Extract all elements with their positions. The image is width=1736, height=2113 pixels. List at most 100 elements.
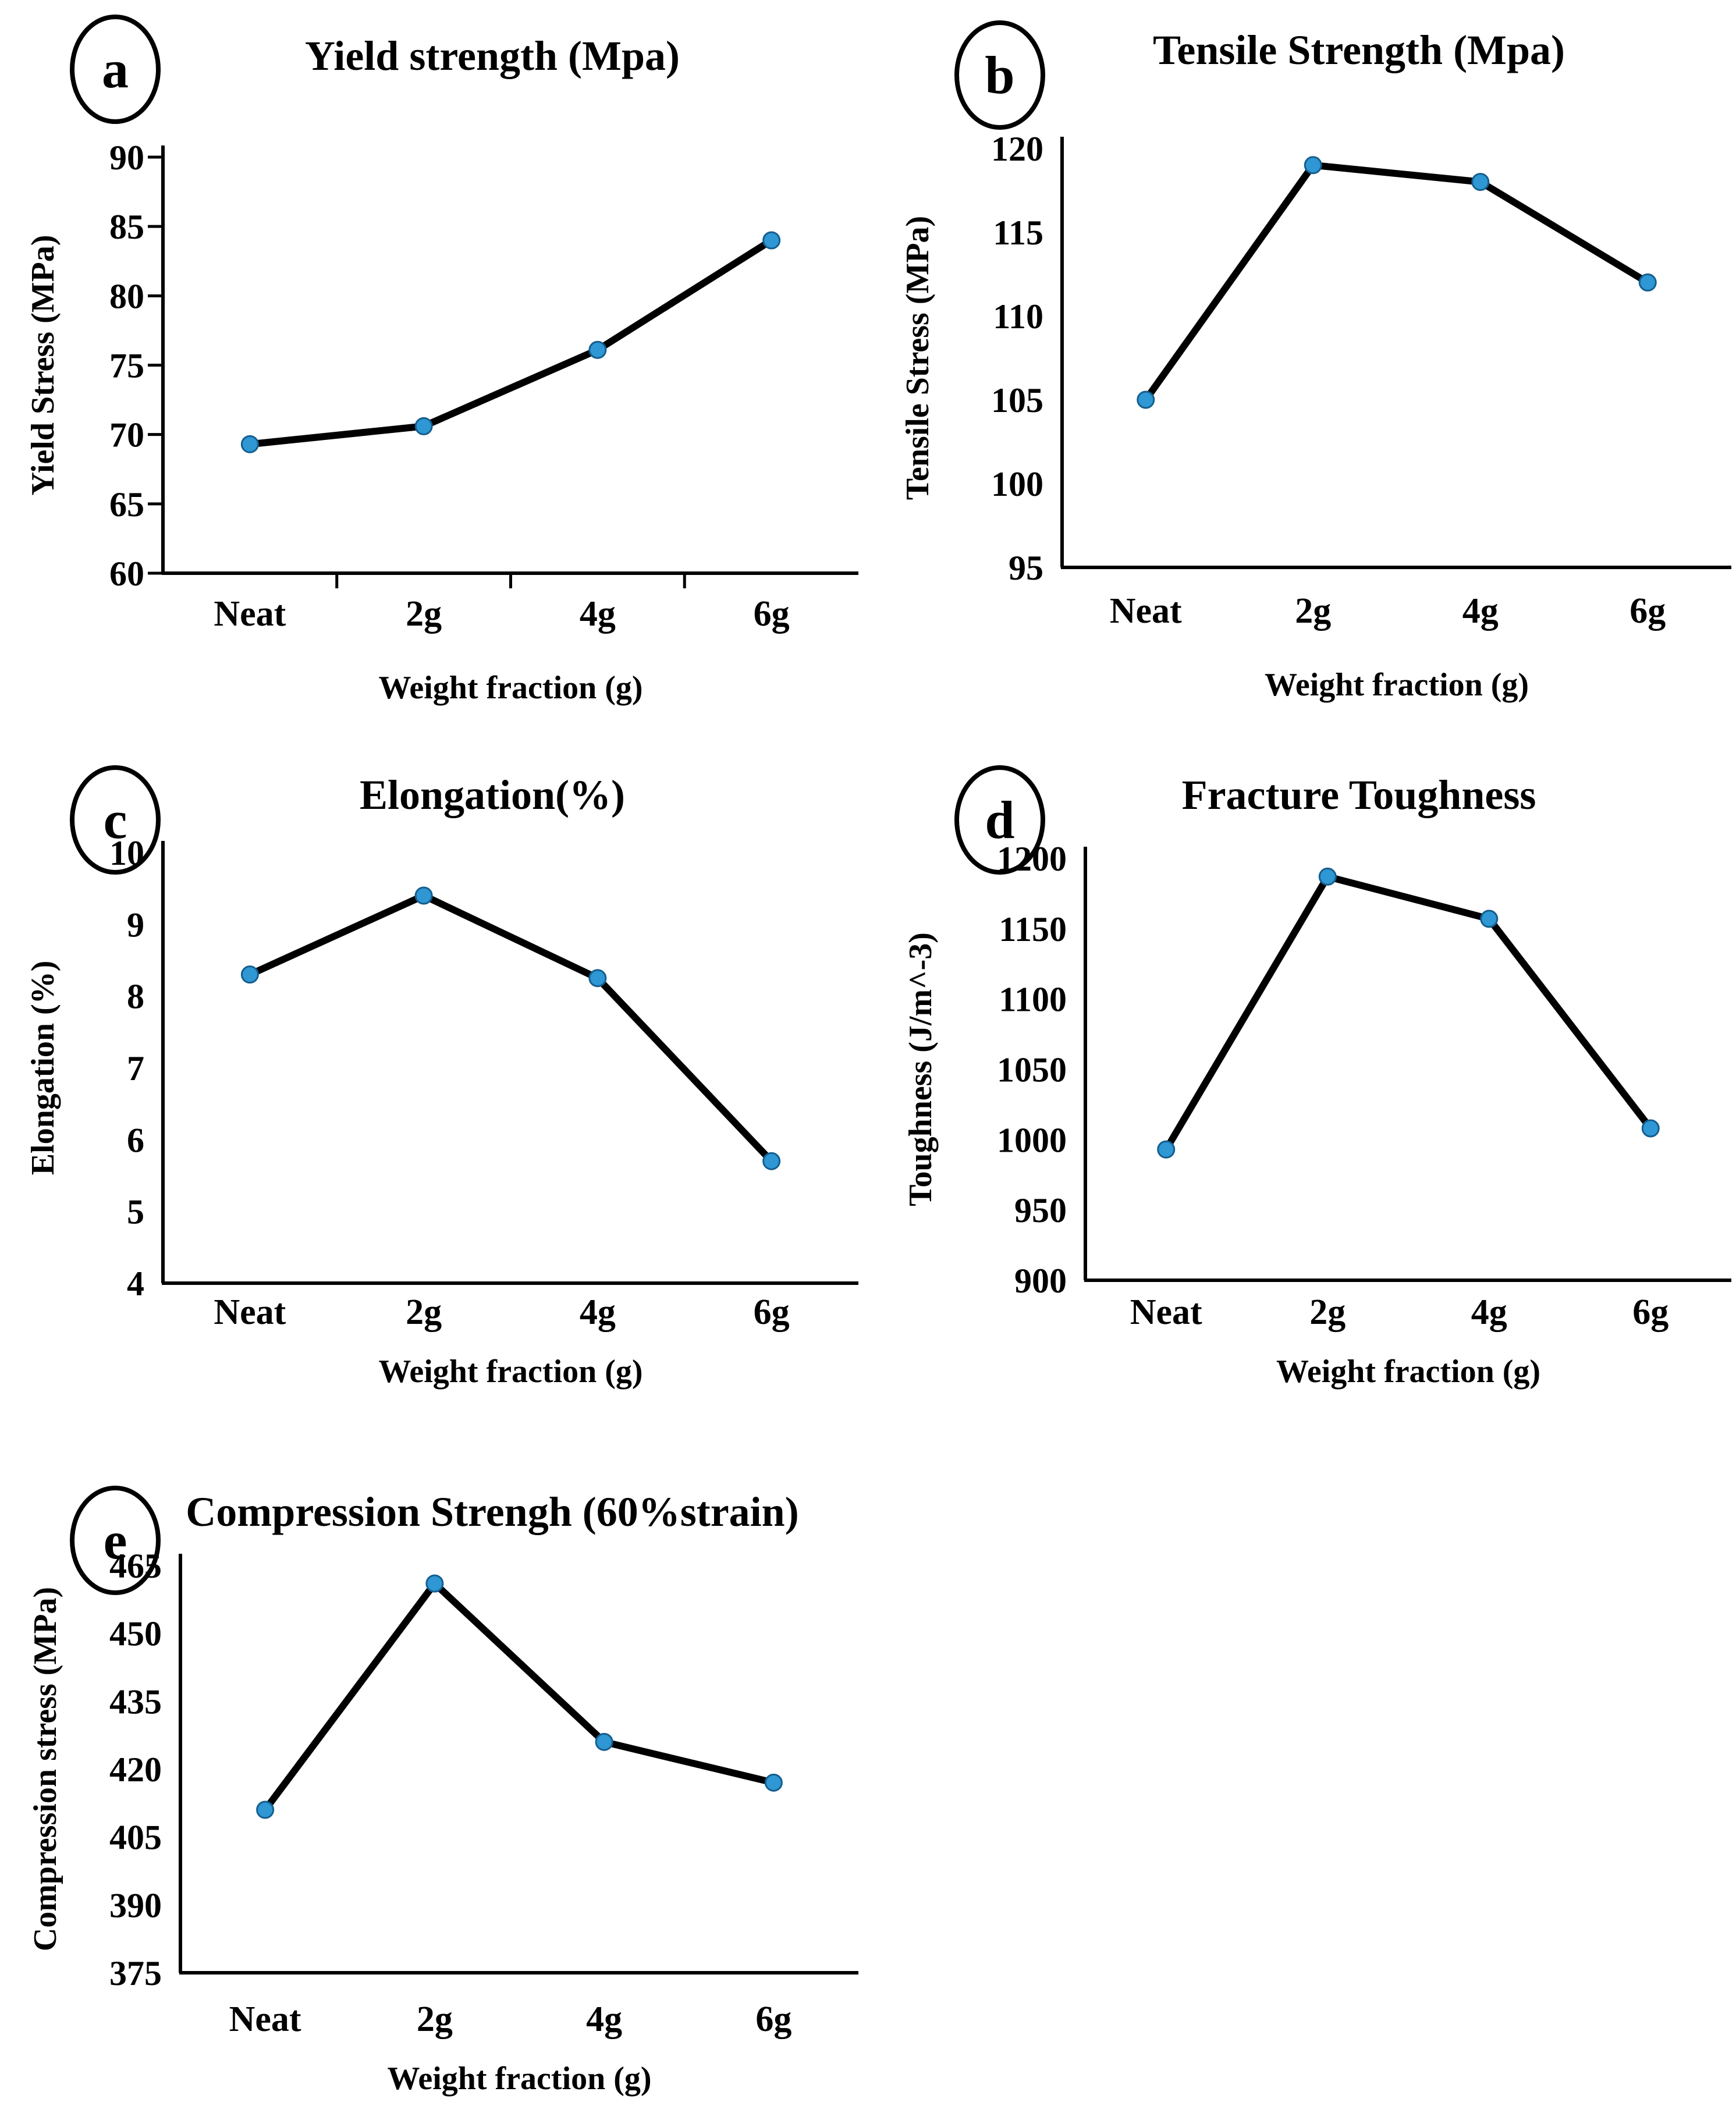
badge-letter: e — [103, 1511, 127, 1570]
x-category-label: 4g — [1471, 1292, 1507, 1332]
y-tick-label: 80 — [109, 277, 144, 315]
data-point — [764, 1773, 783, 1792]
y-tick-label: 110 — [993, 297, 1043, 336]
y-tick-label: 115 — [993, 214, 1043, 252]
y-tick-label: 1100 — [999, 981, 1067, 1019]
x-category-label: 6g — [754, 1292, 790, 1332]
badge-letter: c — [103, 790, 127, 850]
x-category-label: Neat — [1130, 1292, 1202, 1332]
panel-badge-b: b — [954, 20, 1045, 130]
series-line — [261, 1580, 778, 1813]
y-tick-label: 85 — [109, 208, 144, 246]
y-axis-title: Yield Stress (MPa) — [25, 235, 61, 496]
chart-c: 4 5 6 7 8 9 10 Neat 2g 4g 6g Weight fraction (g) Elo… — [25, 834, 858, 1390]
series-line — [246, 892, 775, 1165]
y-tick-label: 1200 — [997, 840, 1067, 878]
y-tick-label: 420 — [109, 1750, 162, 1789]
data-point — [588, 969, 607, 988]
data-point — [414, 886, 433, 905]
y-tick-label: 405 — [109, 1819, 162, 1857]
y-tick-label: 9 — [127, 905, 144, 944]
x-category-label: 4g — [580, 594, 616, 634]
panel-b: b Tensile Strength (Mpa) 95 100 105 110 115 1… — [887, 0, 1736, 739]
chart-e: 375 390 405 420 435 450 465 Neat 2g 4g 6g Weight fr… — [27, 1547, 858, 2097]
y-tick-label: 8 — [127, 978, 144, 1016]
chart-b: 95 100 105 110 115 120 Neat 2g 4g 6g Weight fracti… — [900, 130, 1731, 703]
chart-title-e: Compression Strengh (60%strain) — [186, 1489, 799, 1535]
y-tick-label: 390 — [109, 1886, 162, 1924]
x-axis-title: Weight fraction (g) — [1265, 667, 1529, 703]
data-point — [240, 435, 259, 453]
y-tick-label: 450 — [109, 1615, 162, 1653]
data-point — [762, 231, 781, 250]
y-tick-label: 105 — [991, 381, 1043, 420]
x-category-label: Neat — [214, 1292, 286, 1332]
x-category-label: 4g — [586, 2000, 622, 2039]
chart-title-a: Yield strength (Mpa) — [305, 33, 680, 79]
badge-letter: d — [985, 790, 1015, 850]
x-category-label: Neat — [229, 2000, 301, 2039]
panel-d: d Fracture Toughness 900 950 1000 1050 1100 1… — [887, 748, 1736, 1475]
series-line — [1142, 161, 1652, 403]
x-axis-title: Weight fraction (g) — [387, 2061, 651, 2097]
y-tick-label: 5 — [127, 1193, 144, 1231]
y-tick-label: 10 — [109, 834, 144, 872]
x-category-label: 4g — [1462, 591, 1499, 631]
y-axis-title: Elongation (%) — [25, 961, 61, 1176]
series-line — [246, 237, 775, 448]
y-tick-label: 1050 — [997, 1051, 1067, 1089]
data-point — [1471, 173, 1490, 191]
chart-a: 60 65 70 75 80 85 90 Neat 2g 4g 6g Weight fraction … — [25, 139, 858, 706]
data-point — [1157, 1140, 1176, 1159]
x-axis-title: Weight fraction (g) — [1276, 1354, 1540, 1390]
y-axis-title: Tensile Stress (MPa) — [900, 216, 936, 500]
y-tick-label: 70 — [109, 416, 144, 454]
y-tick-label: 4 — [127, 1265, 144, 1303]
badge-letter: b — [985, 45, 1015, 105]
data-point — [425, 1574, 444, 1593]
chart-d: 900 950 1000 1050 1100 1150 1200 Neat 2g 4g 6g Weig… — [903, 840, 1731, 1390]
y-axis-title: Toughness (J/m^-3) — [903, 932, 939, 1206]
panel-badge-a: a — [70, 15, 161, 124]
y-tick-label: 465 — [109, 1547, 162, 1585]
y-tick-label: 60 — [109, 555, 144, 593]
x-category-label: 2g — [1295, 591, 1331, 631]
data-point — [595, 1732, 613, 1751]
x-category-label: 6g — [1632, 1292, 1668, 1332]
y-tick-label: 6 — [127, 1121, 144, 1159]
chart-title-c: Elongation(%) — [359, 772, 626, 818]
y-axis-title: Compression stress (MPa) — [27, 1587, 63, 1951]
y-tick-label: 7 — [127, 1049, 144, 1088]
data-point — [1137, 390, 1155, 409]
panel-e: e Compression Strengh (60%strain) 375 390… — [17, 1481, 873, 2113]
x-category-label: 2g — [417, 2000, 453, 2039]
data-point — [1641, 1119, 1660, 1138]
x-axis-title: Weight fraction (g) — [378, 1354, 642, 1390]
data-point — [256, 1801, 275, 1819]
data-point — [1638, 273, 1657, 292]
x-category-label: 6g — [1630, 591, 1666, 631]
x-axis-title: Weight fraction (g) — [378, 670, 642, 706]
data-point — [414, 417, 433, 435]
y-tick-label: 65 — [109, 485, 144, 524]
y-tick-label: 100 — [991, 465, 1043, 503]
y-tick-label: 1000 — [997, 1121, 1067, 1159]
panel-badge-c: c — [70, 765, 161, 875]
x-category-label: Neat — [214, 594, 286, 634]
data-point — [588, 340, 607, 359]
y-tick-label: 95 — [1009, 549, 1043, 587]
x-category-label: 2g — [1309, 1292, 1346, 1332]
y-tick-label: 75 — [109, 347, 144, 385]
chart-title-b: Tensile Strength (Mpa) — [1152, 27, 1565, 73]
panel-a: a Yield strength (Mpa) 60 65 70 75 80 85 90 Nea… — [17, 0, 873, 739]
panel-badge-e: e — [70, 1486, 161, 1595]
badge-letter: a — [102, 40, 129, 99]
y-tick-label: 1150 — [999, 910, 1067, 949]
y-tick-label: 435 — [109, 1682, 162, 1721]
y-tick-label: 375 — [109, 1954, 162, 1993]
data-point — [1318, 867, 1337, 886]
data-point — [1304, 156, 1322, 175]
panel-c: c Elongation(%) 4 5 6 7 8 9 10 Neat 2g 4g 6g Weight… — [17, 748, 873, 1475]
x-category-label: 6g — [754, 594, 790, 634]
